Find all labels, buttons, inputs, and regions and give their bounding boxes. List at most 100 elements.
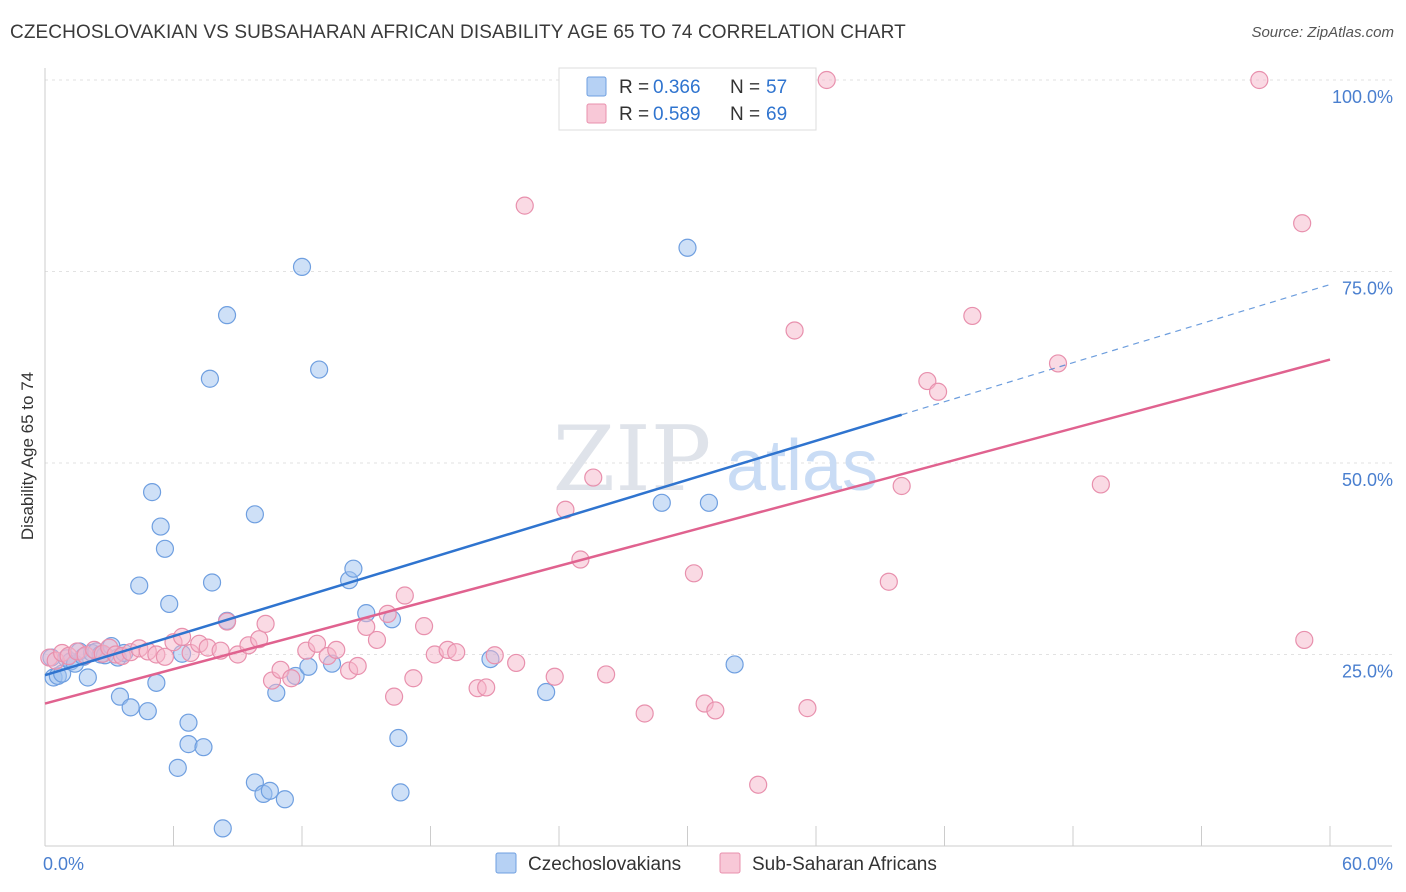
point-czechoslovakians	[299, 657, 318, 676]
point-subsaharan	[597, 665, 616, 684]
watermark: ZIP atlas	[553, 407, 878, 512]
point-subsaharan	[684, 564, 704, 583]
legend-swatch-subsaharan	[719, 852, 741, 874]
stats-n-label-subsaharan: N =	[730, 104, 760, 125]
point-subsaharan	[447, 643, 466, 662]
stats-swatch-czechoslovakians	[586, 76, 607, 97]
point-subsaharan	[928, 382, 948, 401]
point-czechoslovakians	[78, 668, 97, 687]
point-subsaharan	[348, 656, 367, 676]
point-subsaharan	[485, 646, 504, 665]
grid-lines	[45, 79, 1392, 655]
point-subsaharan	[963, 306, 982, 326]
point-czechoslovakians	[292, 257, 312, 277]
point-czechoslovakians	[151, 517, 170, 536]
point-subsaharan	[1048, 354, 1068, 373]
point-czechoslovakians	[213, 819, 232, 838]
point-subsaharan	[918, 371, 937, 391]
point-czechoslovakians	[202, 573, 222, 592]
y-tick-label: 25.0%	[1342, 662, 1393, 682]
point-czechoslovakians	[699, 493, 719, 512]
point-subsaharan	[749, 775, 768, 794]
point-czechoslovakians	[245, 505, 264, 524]
point-czechoslovakians	[168, 758, 187, 777]
point-subsaharan	[1091, 475, 1110, 494]
point-subsaharan	[785, 321, 804, 340]
point-czechoslovakians	[725, 655, 744, 674]
stats-legend: R = 0.366 N = 57 R = 0.589 N = 69	[558, 67, 817, 131]
point-subsaharan	[256, 614, 275, 633]
point-subsaharan	[1250, 70, 1269, 90]
point-czechoslovakians	[121, 698, 140, 717]
point-czechoslovakians	[138, 702, 157, 721]
legend-label-subsaharan: Sub-Saharan Africans	[752, 854, 937, 875]
point-subsaharan	[706, 701, 725, 720]
point-czechoslovakians	[200, 369, 220, 388]
point-subsaharan	[414, 617, 434, 636]
point-subsaharan	[1295, 630, 1314, 650]
y-axis-label: Disability Age 65 to 74	[18, 371, 37, 541]
x-tick-label: 60.0%	[1342, 854, 1393, 874]
point-czechoslovakians	[160, 594, 179, 614]
trend-line-subsaharan	[44, 358, 1331, 705]
stats-r-label-czechoslovakians: R =	[619, 77, 649, 98]
point-czechoslovakians	[147, 673, 166, 692]
point-czechoslovakians	[194, 738, 213, 757]
point-subsaharan	[384, 687, 404, 706]
watermark-atlas: atlas	[726, 426, 878, 506]
point-czechoslovakians	[652, 493, 671, 512]
point-subsaharan	[507, 653, 526, 673]
point-subsaharan	[282, 669, 301, 688]
point-czechoslovakians	[275, 790, 294, 809]
trend-line-czechoslovakians	[44, 413, 903, 677]
point-subsaharan	[584, 468, 603, 487]
stats-n-label-czechoslovakians: N =	[730, 77, 760, 98]
stats-n-value-czechoslovakians: 57	[766, 77, 787, 98]
point-czechoslovakians	[142, 483, 162, 502]
point-subsaharan	[1293, 214, 1312, 233]
stats-swatch-subsaharan	[586, 103, 607, 124]
trend-line-extension-czechoslovakians	[901, 283, 1331, 416]
point-subsaharan	[367, 630, 387, 650]
x-tick-label: 0.0%	[43, 854, 84, 874]
stats-r-value-czechoslovakians: 0.366	[653, 77, 701, 98]
point-subsaharan	[892, 476, 911, 496]
point-czechoslovakians	[391, 783, 410, 802]
stats-r-label-subsaharan: R =	[619, 104, 649, 125]
point-subsaharan	[155, 647, 175, 666]
point-subsaharan	[404, 669, 423, 688]
point-subsaharan	[798, 699, 817, 718]
point-czechoslovakians	[537, 682, 556, 702]
point-subsaharan	[515, 196, 534, 215]
point-czechoslovakians	[344, 559, 363, 578]
point-subsaharan	[395, 586, 414, 605]
stats-n-value-subsaharan: 69	[766, 104, 787, 125]
y-tick-label: 100.0%	[1332, 87, 1393, 107]
trend-lines	[44, 283, 1331, 705]
series-legend: Czechoslovakians Sub-Saharan Africans	[495, 852, 937, 875]
source-label: Source: ZipAtlas.com	[1251, 24, 1394, 41]
point-subsaharan	[307, 634, 327, 653]
point-czechoslovakians	[678, 238, 697, 257]
data-points	[40, 70, 1314, 838]
y-tick-label: 75.0%	[1342, 279, 1393, 299]
watermark-zip: ZIP	[553, 407, 712, 512]
legend-label-czechoslovakians: Czechoslovakians	[528, 854, 681, 875]
point-czechoslovakians	[110, 687, 130, 706]
point-czechoslovakians	[389, 728, 408, 748]
point-subsaharan	[817, 70, 836, 90]
point-subsaharan	[327, 640, 346, 660]
axes: 25.0% 50.0% 75.0% 100.0% 0.0% 60.0%	[43, 68, 1393, 874]
point-subsaharan	[879, 572, 898, 591]
point-czechoslovakians	[217, 306, 237, 325]
y-tick-label: 50.0%	[1342, 470, 1393, 490]
point-czechoslovakians	[155, 539, 175, 558]
point-subsaharan	[635, 704, 654, 723]
point-subsaharan	[545, 667, 564, 686]
point-czechoslovakians	[260, 781, 279, 800]
chart-title: CZECHOSLOVAKIAN VS SUBSAHARAN AFRICAN DI…	[10, 22, 906, 43]
point-czechoslovakians	[310, 360, 329, 379]
point-czechoslovakians	[130, 576, 149, 595]
stats-r-value-subsaharan: 0.589	[653, 104, 701, 125]
